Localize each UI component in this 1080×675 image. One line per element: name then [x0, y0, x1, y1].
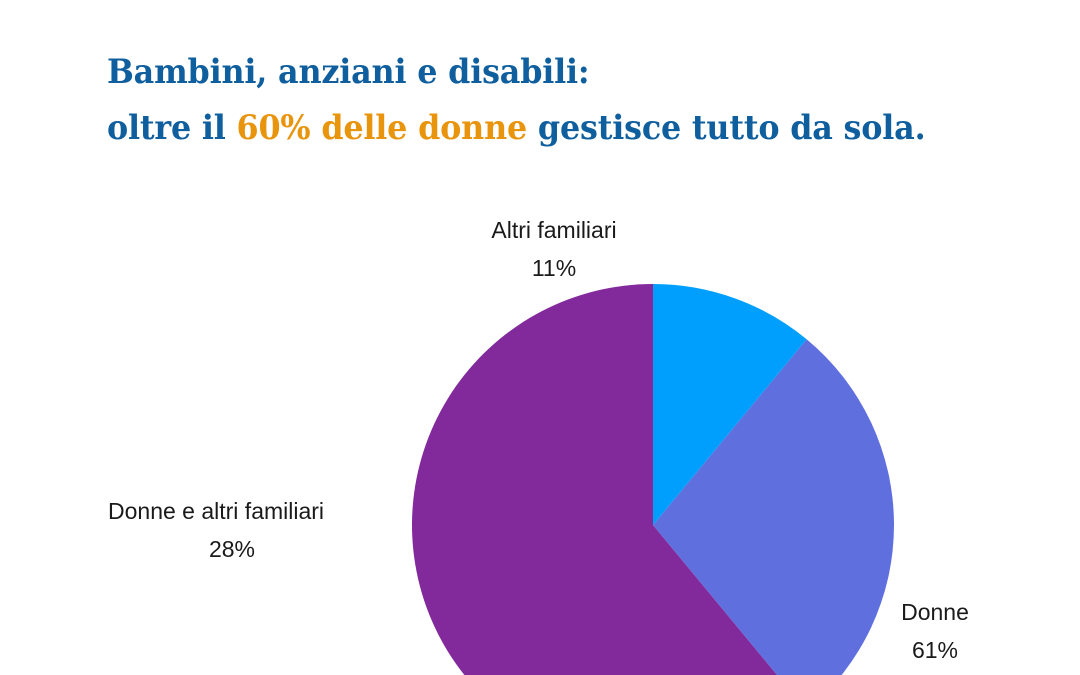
slice-label-donne-name: Donne — [901, 599, 969, 625]
pie-slice-donne-e-altri-familiari[interactable] — [653, 339, 894, 675]
pie-slice-altri-familiari[interactable] — [653, 284, 807, 525]
slice-label-donne-e-altri-familiari: Donne e altri familiari 28% — [108, 492, 356, 568]
slice-label-donne-e-altri-familiari-name: Donne e altri familiari — [108, 498, 325, 524]
slice-label-altri-familiari: Altri familiari 11% — [0, 211, 1080, 287]
chart-title: Bambini, anziani e disabili: oltre il 60… — [107, 44, 1007, 156]
slice-label-altri-familiari-value: 11% — [531, 255, 577, 281]
chart-title-line-1: Bambini, anziani e disabili: — [107, 52, 590, 92]
chart-title-emphasis: 60% delle donne — [236, 108, 528, 148]
chart-title-line-2-suffix: gestisce tutto da sola. — [527, 108, 926, 148]
slice-label-altri-familiari-name: Altri familiari — [491, 217, 617, 243]
slice-label-donne-value: 61% — [911, 637, 959, 663]
chart-title-line-2: oltre il 60% delle donne gestisce tutto … — [107, 100, 949, 156]
pie-slice-group — [412, 284, 894, 675]
slice-label-donne-e-altri-familiari-value: 28% — [208, 536, 256, 562]
chart-title-line-2-prefix: oltre il — [107, 108, 237, 148]
slice-label-donne: Donne 61% — [896, 593, 974, 669]
pie-slice-donne[interactable] — [412, 284, 807, 675]
